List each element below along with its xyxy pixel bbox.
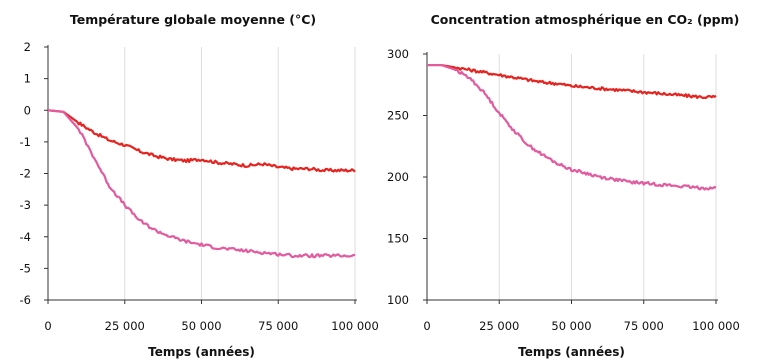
y-tick-label: -6 (20, 293, 31, 307)
y-tick-label: -4 (20, 230, 31, 244)
y-tick-label: 1 (24, 72, 31, 86)
y-tick-label: -2 (20, 167, 31, 181)
x-tick-label: 75 000 (258, 319, 298, 333)
chart-panel-1: Température globale moyenne (°C) -6 -5 -4 -3… (20, 12, 379, 359)
y-tick-label: -1 (20, 135, 31, 149)
x-tick-label: 25 000 (105, 319, 145, 333)
x-tick-label: 100 000 (692, 319, 740, 333)
x-axis-label: Temps (années) (148, 345, 255, 359)
x-tick-label: 50 000 (551, 319, 591, 333)
y-tick-label: 150 (387, 232, 409, 246)
x-tick-label: 0 (44, 319, 51, 333)
y-tick-label: 2 (24, 40, 31, 54)
x-axis-label: Temps (années) (518, 345, 625, 359)
x-tick-label: 0 (423, 319, 430, 333)
y-tick-label: -5 (20, 261, 31, 275)
chart-title: Température globale moyenne (°C) (70, 12, 316, 27)
series-line-2 (47, 109, 356, 259)
series-line-1 (427, 63, 717, 100)
y-tick-label: 100 (387, 293, 409, 307)
chart-panel-2: Concentration atmosphérique en CO₂ (ppm)… (387, 12, 740, 359)
y-tick-label: -3 (20, 198, 31, 212)
series-line-1 (47, 109, 356, 173)
x-tick-label: 100 000 (331, 319, 379, 333)
series-line-2 (427, 63, 717, 191)
chart-title: Concentration atmosphérique en CO₂ (ppm) (431, 12, 740, 27)
y-tick-label: 200 (387, 170, 409, 184)
y-tick-label: 0 (24, 103, 31, 117)
y-tick-label: 300 (387, 47, 409, 61)
x-tick-label: 75 000 (624, 319, 664, 333)
x-tick-label: 25 000 (479, 319, 519, 333)
y-tick-label: 250 (387, 109, 409, 123)
x-tick-label: 50 000 (181, 319, 221, 333)
